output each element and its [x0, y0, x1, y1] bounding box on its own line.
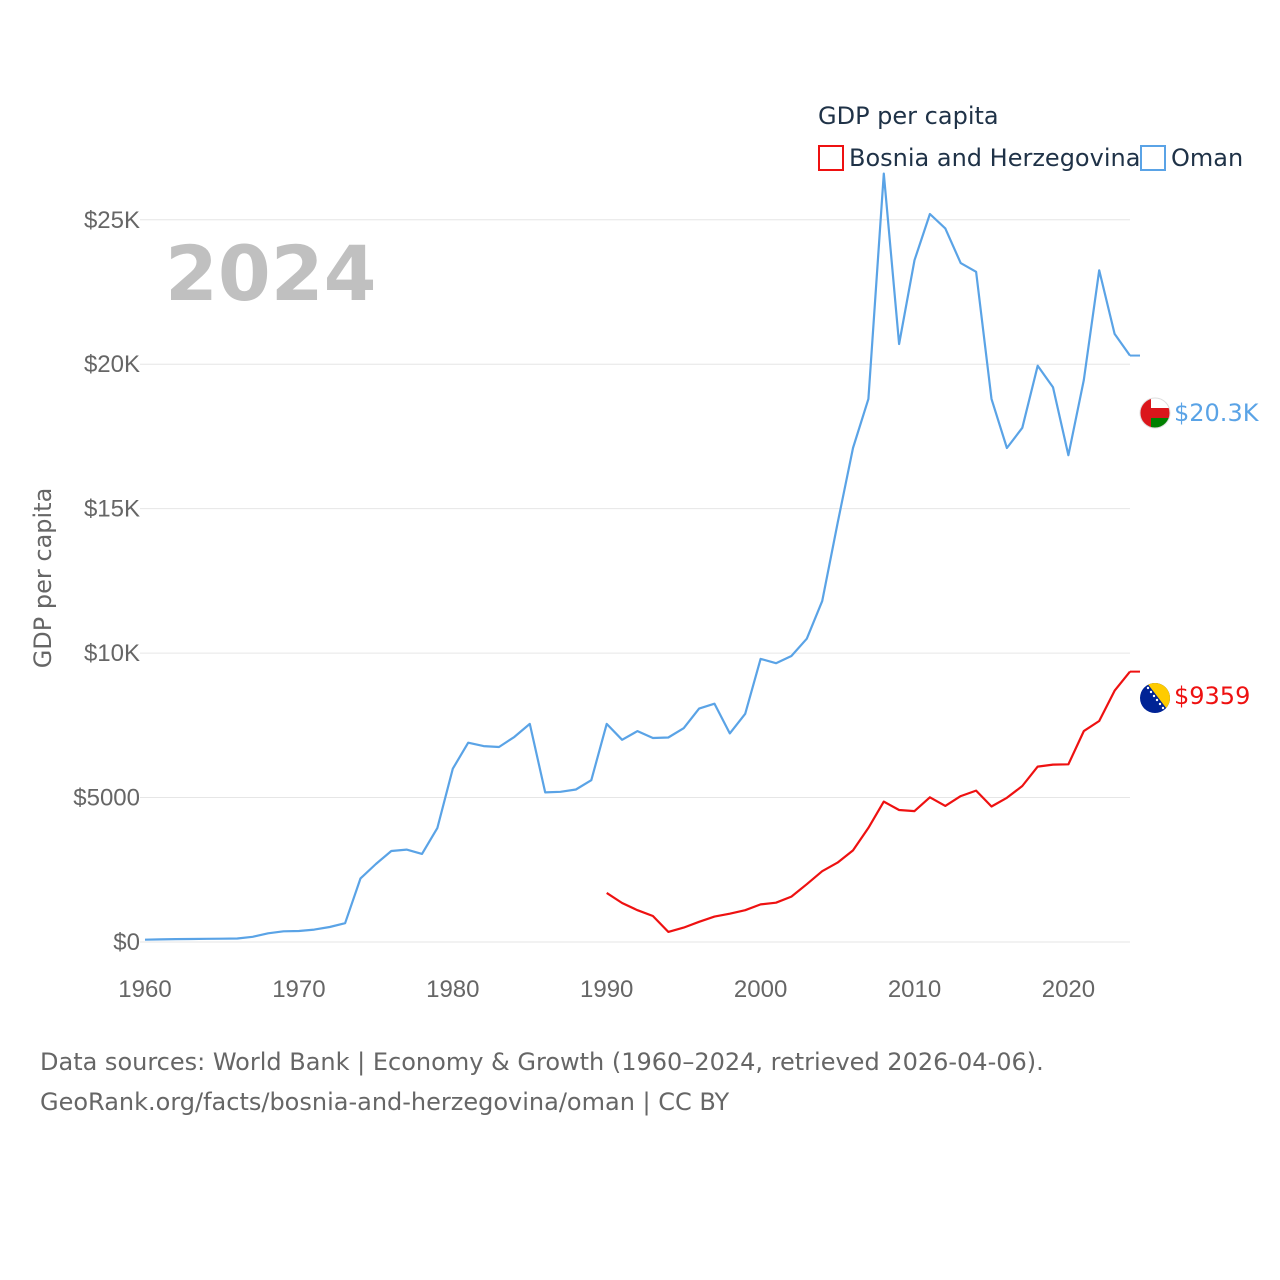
bosnia-flag-icon	[1140, 683, 1170, 713]
y-tick-label: $10K	[84, 640, 140, 667]
source-line-2: GeoRank.org/facts/bosnia-and-herzegovina…	[40, 1088, 730, 1116]
y-tick-label: $20K	[84, 351, 140, 378]
y-tick-label: $25K	[84, 207, 140, 234]
legend-swatch-bosnia	[818, 145, 844, 171]
legend-label-oman: Oman	[1171, 144, 1243, 172]
x-tick-label: 1960	[118, 976, 171, 1003]
end-label-oman: $20.3K	[1174, 399, 1260, 427]
legend-swatch-oman	[1140, 145, 1166, 171]
y-tick-label: $15K	[84, 496, 140, 523]
series-line-oman	[144, 172, 1131, 941]
x-tick-label: 1980	[426, 976, 479, 1003]
series-lines	[144, 172, 1140, 941]
legend-item-bosnia[interactable]: Bosnia and Herzegovina	[818, 144, 1140, 172]
x-axis-ticks: 1960 1970 1980 1990 2000 2010 2020	[118, 976, 1095, 1003]
current-year-label: 2024	[165, 229, 377, 318]
series-line-bosnia-and-herzegovina	[606, 670, 1131, 934]
legend-label-bosnia: Bosnia and Herzegovina	[849, 144, 1140, 172]
x-tick-label: 2020	[1042, 976, 1095, 1003]
source-line-1: Data sources: World Bank | Economy & Gro…	[40, 1048, 1044, 1076]
source-note: Data sources: World Bank | Economy & Gro…	[40, 1042, 1044, 1122]
legend-title: GDP per capita	[818, 102, 999, 130]
y-axis-ticks: $0 $5000 $10K $15K $20K $25K	[73, 207, 140, 956]
oman-flag-ring	[1139, 397, 1171, 429]
legend-item-oman[interactable]: Oman	[1140, 144, 1243, 172]
y-tick-label: $0	[113, 929, 140, 956]
x-tick-label: 1990	[580, 976, 633, 1003]
x-tick-label: 2010	[888, 976, 941, 1003]
end-label-bosnia: $9359	[1174, 682, 1250, 710]
x-tick-label: 2000	[734, 976, 787, 1003]
gridlines	[140, 219, 1130, 943]
y-tick-label: $5000	[73, 785, 140, 812]
x-tick-label: 1970	[272, 976, 325, 1003]
oman-flag-icon	[1140, 398, 1170, 428]
y-axis-title: GDP per capita	[29, 488, 57, 669]
